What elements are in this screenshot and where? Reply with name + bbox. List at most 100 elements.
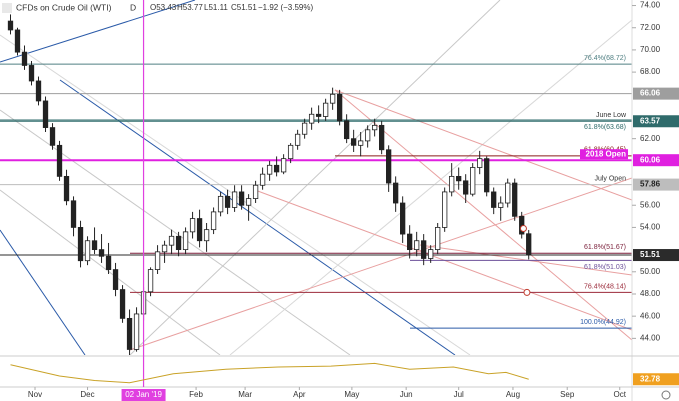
- settings-icon[interactable]: [661, 390, 671, 400]
- candle-body: [280, 158, 287, 173]
- candle-body: [526, 233, 532, 256]
- candle-body: [308, 113, 315, 124]
- candle-body: [252, 184, 259, 199]
- ohlc-label: H53.77: [177, 3, 203, 12]
- candle-body: [498, 202, 504, 208]
- x-tick-label: Oct: [614, 390, 627, 399]
- candle-body: [196, 218, 203, 242]
- candle-body: [56, 144, 63, 177]
- candle-body: [491, 191, 497, 208]
- highlight-date-label: 02 Jan '19: [125, 390, 162, 399]
- candle-body: [435, 227, 441, 251]
- rsi-box: [633, 373, 679, 386]
- interval: D: [130, 2, 136, 12]
- candle-body: [119, 289, 126, 319]
- candle-body: [357, 140, 364, 146]
- candle-body: [379, 124, 385, 151]
- price-box: [633, 178, 679, 191]
- candle-body: [63, 175, 70, 202]
- candle-body: [175, 235, 182, 251]
- candle-body: [28, 65, 35, 82]
- price-box-label: 66.06: [640, 89, 661, 98]
- candle-body: [343, 120, 350, 140]
- level-label: 76.4%(68.72): [584, 55, 626, 62]
- candle-body: [442, 191, 448, 228]
- price-box-label: 60.06: [640, 155, 661, 164]
- level-label: 61.8%(63.68): [584, 124, 626, 131]
- candle-body: [463, 180, 469, 195]
- ohlc-label: C51.51: [231, 3, 257, 12]
- level-label: July Open: [594, 175, 626, 182]
- y-tick-label: 46.00: [640, 311, 661, 320]
- symbol-icon: [2, 3, 12, 13]
- candle-body: [259, 173, 266, 186]
- candle-body: [126, 317, 133, 350]
- level-label: 61.8%(51.03): [584, 264, 626, 271]
- candle-body: [133, 313, 140, 350]
- candle-body: [470, 167, 476, 195]
- y-tick-label: 62.00: [640, 134, 661, 143]
- candle-body: [231, 191, 238, 208]
- candle-body: [70, 200, 77, 228]
- candle-body: [42, 100, 49, 128]
- candle-body: [400, 202, 406, 235]
- y-tick-label: 74.00: [640, 1, 661, 10]
- candle-body: [294, 133, 301, 146]
- candle-body: [287, 144, 294, 160]
- x-tick-label: Nov: [28, 390, 42, 399]
- level-label: June Low: [596, 112, 627, 119]
- candle-body: [371, 124, 378, 131]
- y-tick-label: 54.00: [640, 223, 661, 232]
- ohlc-label: −1.92 (−3.59%): [258, 3, 313, 12]
- candle-body: [329, 93, 336, 104]
- candle-body: [505, 182, 511, 204]
- price-box: [633, 115, 679, 128]
- header: CFDs on Crude Oil (WTI) D: [2, 2, 136, 13]
- candle-body: [301, 122, 308, 135]
- y-tick-label: 68.00: [640, 67, 661, 76]
- candle-body: [35, 80, 42, 102]
- y-tick-label: 72.00: [640, 23, 661, 32]
- candle-body: [161, 244, 168, 253]
- price-box: [633, 154, 679, 167]
- candle-body: [449, 175, 455, 193]
- candle-body: [322, 102, 329, 117]
- x-tick-label: Aug: [506, 390, 520, 399]
- marker: [523, 288, 531, 296]
- candle-body: [14, 29, 21, 53]
- candle-body: [112, 269, 119, 290]
- level-label: 2018 Open: [586, 149, 627, 158]
- candle-body: [189, 218, 196, 233]
- candle-body: [484, 158, 490, 193]
- candle-body: [273, 164, 280, 173]
- y-tick-label: 44.00: [640, 333, 661, 342]
- candle-body: [7, 20, 14, 31]
- candle-body: [350, 138, 357, 146]
- candle-body: [393, 182, 399, 204]
- candle-body: [168, 235, 175, 246]
- level-label: 100.0%(44.92): [580, 319, 626, 326]
- rsi-line: [10, 362, 529, 384]
- candle-body: [421, 240, 427, 259]
- candle-body: [477, 158, 483, 168]
- candle-body: [428, 249, 434, 259]
- candle-body: [21, 51, 28, 66]
- symbol-title: CFDs on Crude Oil (WTI): [16, 2, 112, 12]
- x-tick-label: Sep: [560, 390, 575, 399]
- price-box-label: 63.57: [640, 116, 661, 125]
- candle-body: [315, 113, 322, 117]
- candle-body: [407, 233, 413, 251]
- candle-body: [210, 211, 217, 231]
- candle-body: [84, 240, 91, 262]
- rsi-box-label: 32.78: [640, 374, 661, 383]
- candle-body: [456, 175, 462, 182]
- candle-body: [91, 240, 98, 251]
- candle-body: [224, 195, 231, 208]
- candle-body: [147, 269, 154, 293]
- price-box-label: 57.86: [640, 180, 661, 189]
- plot: 76.4%(68.72)June Low61.8%(63.68)61.8%(60…: [0, 14, 632, 355]
- candle-body: [49, 127, 56, 146]
- candle-body: [238, 191, 245, 206]
- candle-body: [414, 240, 420, 251]
